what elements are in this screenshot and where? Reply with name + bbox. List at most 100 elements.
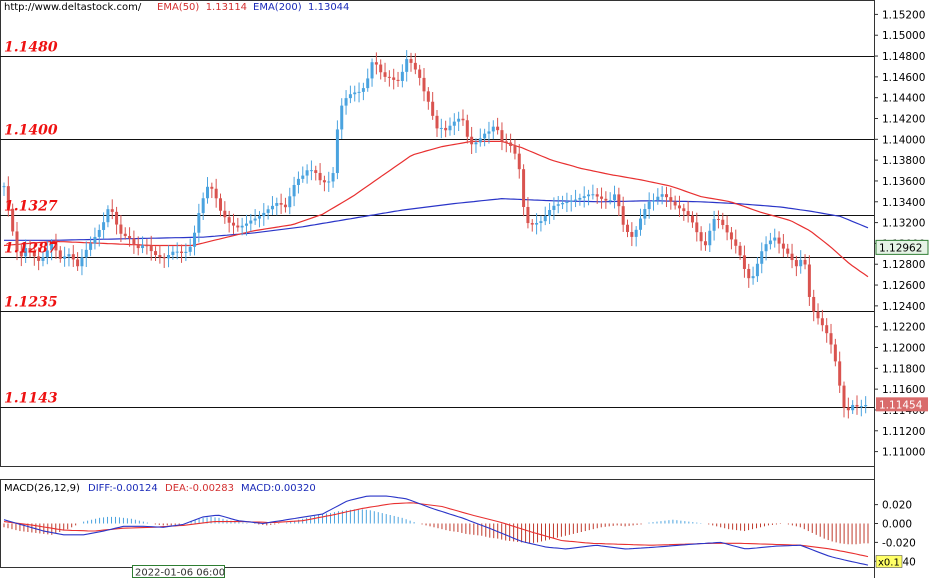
candle bbox=[106, 205, 110, 228]
candle bbox=[257, 211, 261, 228]
candle bbox=[422, 68, 426, 102]
candle bbox=[193, 225, 197, 256]
candle bbox=[461, 109, 465, 126]
price-tick-18: 1.11600 bbox=[882, 384, 925, 396]
price-tick-7: 1.13800 bbox=[882, 155, 925, 167]
candle bbox=[651, 193, 655, 211]
candle bbox=[790, 243, 794, 269]
candle bbox=[15, 222, 19, 261]
macd-histogram bbox=[3, 509, 869, 545]
candle bbox=[167, 245, 171, 268]
candle bbox=[154, 246, 158, 262]
candle bbox=[2, 182, 6, 197]
candle bbox=[392, 68, 396, 90]
candle bbox=[102, 212, 106, 240]
candle bbox=[149, 235, 153, 261]
candle bbox=[764, 236, 768, 261]
candle bbox=[478, 128, 482, 147]
candle bbox=[292, 176, 296, 207]
candle bbox=[634, 226, 638, 247]
candle bbox=[266, 205, 270, 220]
candle bbox=[600, 187, 604, 209]
candle bbox=[210, 182, 214, 199]
candle bbox=[80, 249, 84, 276]
candle bbox=[725, 215, 729, 241]
candle bbox=[647, 192, 651, 219]
candle bbox=[387, 70, 391, 87]
candle bbox=[574, 189, 578, 208]
candle bbox=[309, 160, 313, 181]
price-tick-8: 1.13600 bbox=[882, 176, 925, 188]
candle bbox=[206, 177, 210, 204]
candle bbox=[327, 171, 331, 192]
scale-label: x0.1 bbox=[878, 558, 900, 569]
candle bbox=[747, 263, 751, 288]
price-tick-14: 1.12400 bbox=[882, 301, 925, 313]
candle bbox=[24, 239, 28, 264]
candle bbox=[448, 117, 452, 136]
ema50-label: EMA(50) bbox=[157, 2, 200, 13]
candle bbox=[32, 244, 36, 266]
candlestick-series bbox=[2, 50, 868, 419]
candle bbox=[270, 196, 274, 216]
candle bbox=[604, 191, 608, 209]
candle bbox=[729, 226, 733, 250]
candle bbox=[587, 189, 591, 206]
candle bbox=[132, 230, 136, 254]
candle bbox=[249, 213, 253, 232]
candle bbox=[781, 234, 785, 258]
candle bbox=[716, 210, 720, 229]
candle bbox=[344, 90, 348, 115]
candle bbox=[431, 92, 435, 120]
candle bbox=[418, 64, 422, 86]
candle bbox=[669, 188, 673, 210]
candle bbox=[262, 203, 266, 226]
candle bbox=[721, 212, 725, 230]
candle bbox=[539, 215, 543, 232]
candle bbox=[569, 194, 573, 212]
candle bbox=[28, 240, 32, 258]
candle bbox=[50, 239, 54, 261]
candle bbox=[496, 117, 500, 135]
candle bbox=[548, 202, 552, 225]
candle bbox=[184, 243, 188, 262]
candle bbox=[760, 242, 764, 274]
candle bbox=[578, 193, 582, 206]
candle bbox=[777, 231, 781, 254]
candle bbox=[340, 98, 344, 139]
candle bbox=[457, 111, 461, 132]
candle bbox=[305, 164, 309, 184]
candle bbox=[595, 188, 599, 204]
ema200-line bbox=[4, 197, 869, 241]
candle bbox=[141, 236, 145, 254]
candle bbox=[851, 400, 855, 414]
price-tick-0: 1.15200 bbox=[882, 9, 925, 21]
candle bbox=[513, 139, 517, 160]
candle bbox=[236, 217, 240, 232]
ema50-value: 1.13114 bbox=[205, 2, 248, 13]
candle bbox=[833, 338, 837, 367]
candle bbox=[89, 236, 93, 257]
candle bbox=[846, 397, 850, 419]
macd-tick-1: 0.000 bbox=[882, 519, 912, 531]
source-url[interactable]: http://www.deltastock.com/ bbox=[4, 2, 142, 13]
candle bbox=[565, 192, 569, 213]
chart-header: http://www.deltastock.com/ bbox=[4, 2, 141, 13]
candle bbox=[279, 193, 283, 214]
candle bbox=[509, 133, 513, 153]
price-axis: 1.15200 1.15000 1.14800 1.14600 1.14400 1.142… bbox=[874, 9, 929, 459]
price-tick-1: 1.15000 bbox=[882, 30, 925, 42]
candle bbox=[816, 303, 820, 325]
price-tick-15: 1.12200 bbox=[882, 322, 925, 334]
price-tick-20: 1.11200 bbox=[882, 426, 925, 438]
candle bbox=[543, 206, 547, 226]
candle bbox=[322, 175, 326, 192]
candle bbox=[296, 171, 300, 194]
candle bbox=[690, 211, 694, 228]
price-tick-2: 1.14800 bbox=[882, 51, 925, 63]
candle bbox=[630, 222, 634, 247]
level-label-1: 1.1400 bbox=[4, 123, 58, 139]
candle bbox=[738, 241, 742, 260]
candle bbox=[136, 236, 140, 256]
candle bbox=[218, 193, 222, 217]
